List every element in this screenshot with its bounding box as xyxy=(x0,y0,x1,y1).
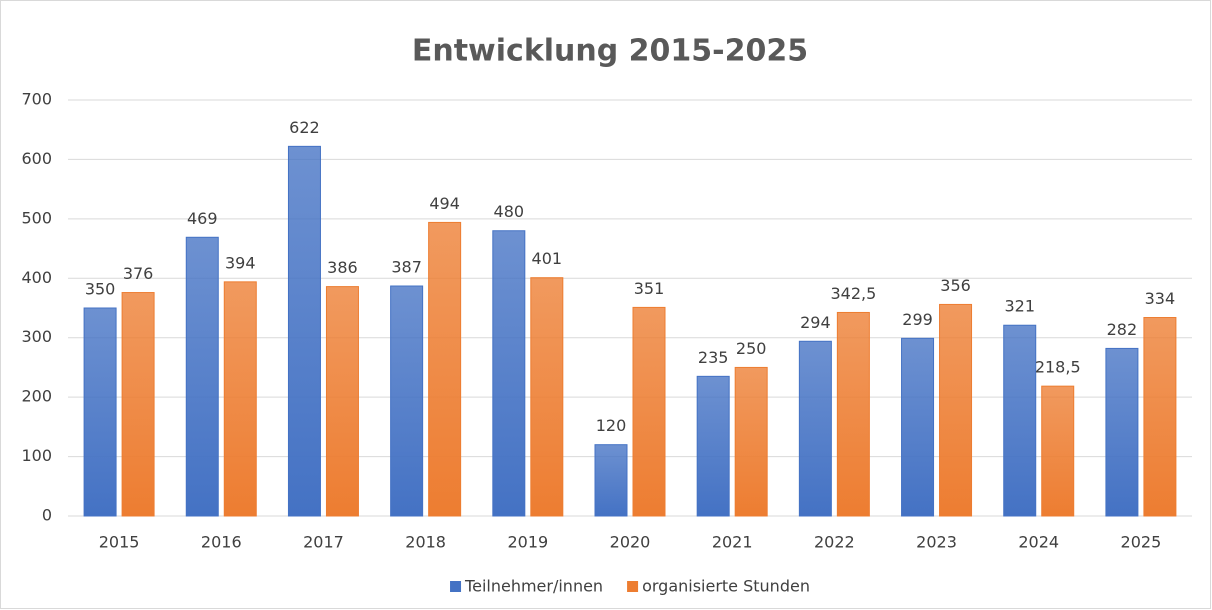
bar xyxy=(696,375,730,517)
x-tick-label: 2019 xyxy=(507,533,548,552)
x-tick-label: 2024 xyxy=(1018,533,1059,552)
bar xyxy=(223,281,257,517)
legend-label: organisierte Stunden xyxy=(642,577,810,596)
x-tick-label: 2023 xyxy=(916,533,957,552)
legend-item: organisierte Stunden xyxy=(627,577,810,596)
x-tick-label: 2025 xyxy=(1121,533,1162,552)
data-label: 235 xyxy=(698,348,729,367)
data-label: 218,5 xyxy=(1035,358,1081,377)
bar xyxy=(287,145,321,517)
x-tick-label: 2017 xyxy=(303,533,344,552)
bar xyxy=(390,285,424,517)
legend-swatch xyxy=(450,581,462,592)
data-label: 387 xyxy=(391,258,422,277)
bar xyxy=(185,236,219,517)
bar xyxy=(121,292,155,517)
bar xyxy=(1041,385,1075,517)
data-label: 334 xyxy=(1145,289,1176,308)
bar xyxy=(632,306,666,517)
bar xyxy=(1003,324,1037,517)
bar xyxy=(428,221,462,517)
legend-swatch xyxy=(627,581,639,592)
legend-item: Teilnehmer/innen xyxy=(450,577,603,596)
data-label: 494 xyxy=(429,194,460,213)
bar xyxy=(836,311,870,517)
data-label: 480 xyxy=(494,202,525,221)
data-label: 469 xyxy=(187,209,218,228)
chart-title: Entwicklung 2015-2025 xyxy=(412,34,808,69)
data-label: 294 xyxy=(800,313,831,332)
bar xyxy=(325,286,359,517)
data-label: 250 xyxy=(736,339,767,358)
bar xyxy=(530,277,564,517)
bar xyxy=(492,230,526,517)
y-tick-label: 500 xyxy=(21,208,52,227)
data-label: 120 xyxy=(596,416,627,435)
x-tick-label: 2020 xyxy=(610,533,651,552)
data-label: 622 xyxy=(289,118,320,137)
legend-label: Teilnehmer/innen xyxy=(464,577,603,596)
data-label: 342,5 xyxy=(830,284,876,303)
data-label: 401 xyxy=(532,249,563,268)
y-tick-label: 300 xyxy=(21,327,52,346)
y-tick-label: 600 xyxy=(21,149,52,168)
y-tick-label: 0 xyxy=(42,506,52,525)
data-label: 282 xyxy=(1107,320,1138,339)
data-label: 321 xyxy=(1004,297,1035,316)
bar xyxy=(939,303,973,517)
x-tick-label: 2022 xyxy=(814,533,855,552)
data-label: 386 xyxy=(327,258,358,277)
x-tick-label: 2015 xyxy=(99,533,140,552)
y-tick-label: 200 xyxy=(21,387,52,406)
y-tick-label: 700 xyxy=(21,90,52,109)
bar xyxy=(798,340,832,517)
x-tick-label: 2016 xyxy=(201,533,242,552)
bar xyxy=(901,337,935,517)
y-tick-label: 400 xyxy=(21,268,52,287)
data-label: 394 xyxy=(225,253,256,272)
data-label: 299 xyxy=(902,310,933,329)
bar xyxy=(594,444,628,517)
bar xyxy=(1105,347,1139,517)
x-tick-label: 2021 xyxy=(712,533,753,552)
bar xyxy=(83,307,117,517)
bar xyxy=(734,366,768,517)
data-label: 350 xyxy=(85,280,116,299)
data-label: 351 xyxy=(634,279,665,298)
bar xyxy=(1143,317,1177,517)
x-tick-label: 2018 xyxy=(405,533,446,552)
y-tick-label: 100 xyxy=(21,446,52,465)
data-label: 376 xyxy=(123,264,154,283)
data-label: 356 xyxy=(940,276,971,295)
